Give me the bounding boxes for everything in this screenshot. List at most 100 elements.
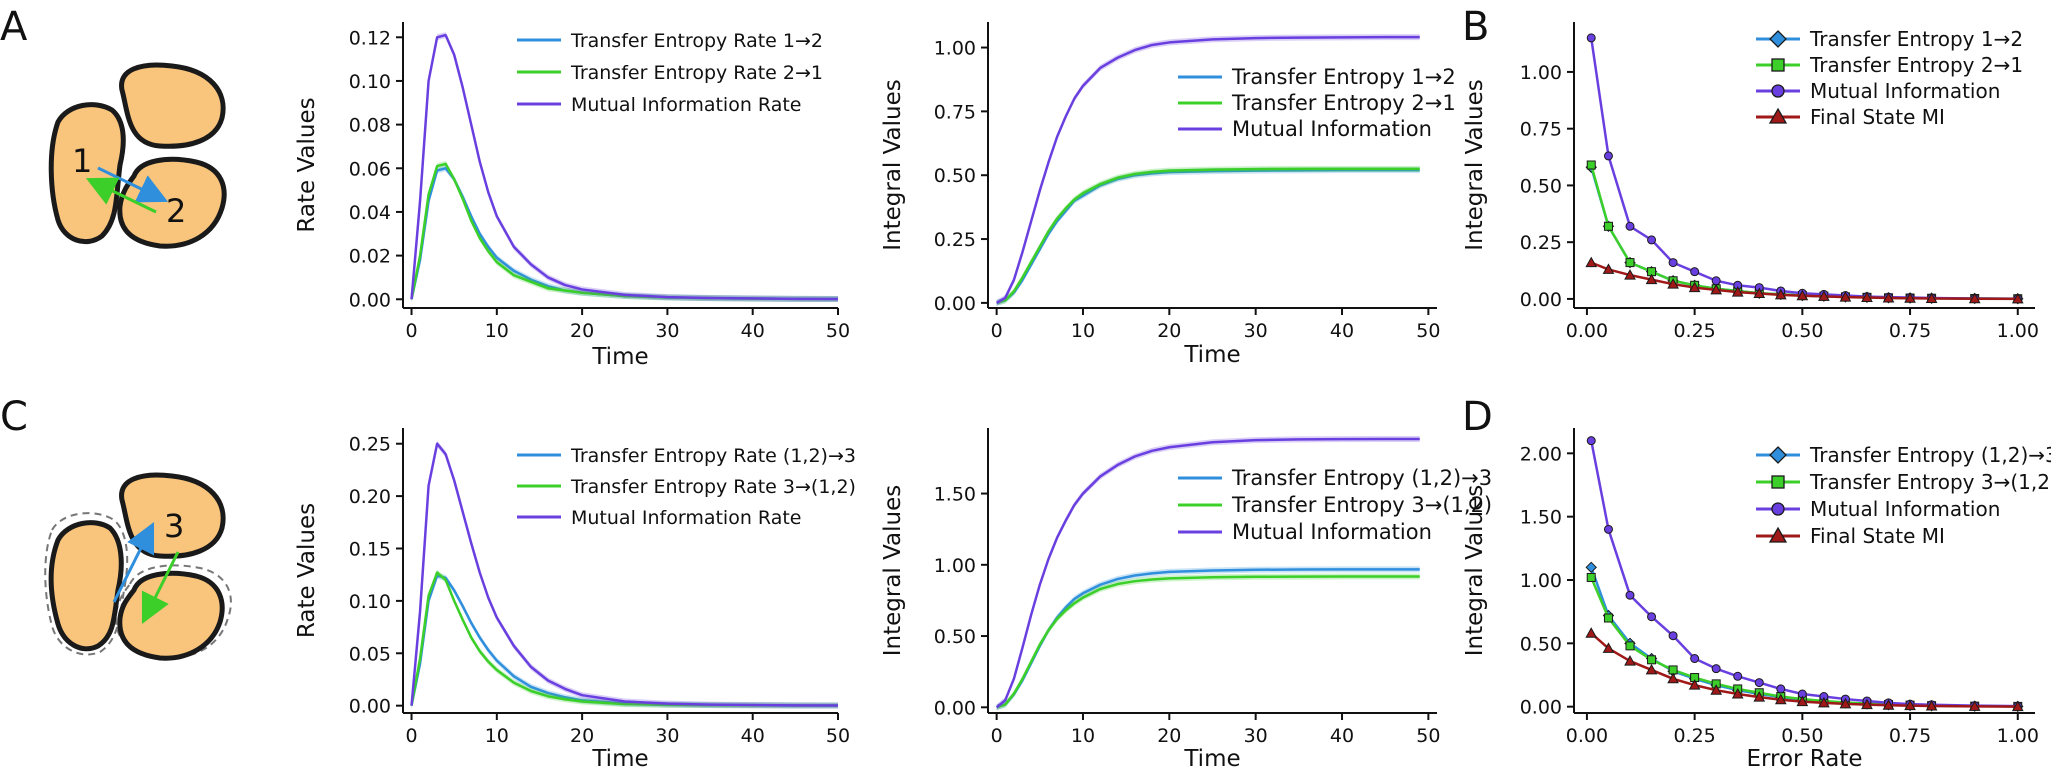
y-tick-label: 0.50 [934, 626, 976, 648]
legend-marker-icon [1769, 446, 1787, 464]
error-chart-top: 0.00 0.25 0.50 0.75 1.00 0.00 0.25 0.50 0.75 1.00… [1462, 22, 2039, 342]
x-tick-label: 0.75 [1889, 725, 1931, 747]
data-point-final-state-mi [1925, 700, 1938, 711]
legend-label: Mutual Information [1810, 497, 2000, 521]
y-tick-label: 1.50 [1520, 507, 1562, 529]
legend-marker-icon [1768, 107, 1788, 124]
legend-label: Transfer Entropy 3→(1,2) [1809, 470, 2051, 494]
x-axis-label: Error Rate [1746, 746, 1862, 771]
error-chart-bottom: 0.00 0.25 0.50 0.75 1.00 0.00 0.50 1.00 1.50 2.00… [1462, 428, 2051, 771]
data-point-final-state-mi [1731, 687, 1744, 699]
x-tick-label: 30 [655, 725, 679, 747]
data-point-mutual-information [1625, 221, 1635, 231]
data-point-mutual-information [1586, 436, 1596, 446]
x-tick-label: 1.00 [1997, 320, 2039, 342]
panel-letter-b: B [1462, 4, 1489, 50]
x-tick-label: 40 [741, 320, 765, 342]
legend-marker-icon [1771, 58, 1785, 72]
legend-label: Transfer Entropy (1,2)→3 [1809, 443, 2051, 467]
data-point-mutual-information [1603, 151, 1613, 161]
data-point-final-state-mi [1818, 696, 1830, 708]
data-point-final-state-mi [1968, 292, 1981, 304]
series-line-mutual-information [995, 35, 1420, 304]
y-tick-label: 0.25 [934, 229, 976, 251]
y-tick-label: 0.50 [1520, 175, 1562, 197]
panel-letter-d: D [1462, 394, 1493, 440]
dashed-outline-right [114, 564, 232, 660]
data-point-final-state-mi [1861, 698, 1873, 710]
legend-label: Transfer Entropy (1,2)→3 [1231, 466, 1492, 490]
y-tick-label: 0.00 [934, 293, 976, 315]
y-tick-label: 0.75 [1520, 119, 1562, 141]
data-point-final-state-mi [1882, 699, 1895, 710]
y-tick-label: 0.25 [1520, 232, 1562, 254]
cell-shape-bottom-right-b [117, 570, 225, 661]
y-axis-label: Rate Values [294, 503, 320, 638]
x-tick-label: 20 [1157, 725, 1181, 747]
arrow-1-to-2 [97, 166, 169, 203]
legend-label: Mutual Information [1810, 79, 2000, 103]
y-tick-label: 0.00 [1520, 289, 1562, 311]
x-tick-label: 0.75 [1889, 320, 1931, 342]
data-point-mutual-information [1586, 33, 1596, 43]
data-point-final-state-mi [1925, 292, 1938, 303]
data-point-final-state-mi [1796, 289, 1809, 301]
data-point-final-state-mi [2011, 700, 2024, 712]
x-tick-label: 0.00 [1566, 725, 1608, 747]
data-point-final-state-mi [1796, 695, 1809, 707]
arrow-12-to-3 [112, 521, 155, 603]
data-point-transfer-entropy-3-to-1-2 [1647, 655, 1657, 665]
x-tick-label: 30 [655, 320, 679, 342]
legend-marker-icon [1769, 30, 1787, 48]
data-point-final-state-mi [1710, 684, 1723, 695]
y-tick-label: 1.00 [934, 555, 976, 577]
data-point-transfer-entropy-2-to-1 [1586, 160, 1596, 170]
cell-shape-top-right [119, 62, 226, 149]
series-line-transfer-entropy-3-to-1-2 [996, 575, 1420, 709]
data-point-final-state-mi [1667, 278, 1679, 289]
y-tick-label: 1.50 [934, 484, 976, 506]
x-tick-label: 0 [991, 725, 1003, 747]
y-tick-label: 0.00 [349, 696, 391, 718]
data-point-transfer-entropy-3-to-1-2 [1603, 613, 1613, 623]
data-point-final-state-mi [1645, 663, 1658, 675]
data-point-transfer-entropy-1-2-to-3 [1585, 561, 1597, 574]
legend-label: Final State MI [1810, 524, 1945, 548]
data-point-mutual-information [1690, 654, 1700, 664]
x-tick-label: 50 [1416, 320, 1440, 342]
arrow-3-to-12 [141, 551, 180, 625]
y-tick-label: 0.20 [349, 486, 391, 508]
x-tick-label: 40 [741, 725, 765, 747]
legend-label: Transfer Entropy 1→2 [1809, 27, 2023, 51]
data-point-final-state-mi [1710, 283, 1723, 295]
legend-label: Mutual Information Rate [571, 94, 801, 116]
legend-label: Mutual Information [1232, 520, 1432, 544]
data-point-mutual-information [1668, 631, 1678, 641]
data-point-transfer-entropy-2-to-1 [1625, 258, 1635, 268]
series-line-transfer-entropy-rate-2-to-1 [410, 162, 839, 301]
data-point-final-state-mi [1904, 292, 1916, 303]
x-tick-label: 0.50 [1781, 725, 1823, 747]
data-point-final-state-mi [1585, 627, 1598, 638]
cell-diagram-bottom: 3 [44, 472, 232, 661]
data-point-final-state-mi [1688, 281, 1701, 293]
series-line-mutual-information-rate [410, 442, 839, 707]
x-tick-label: 0 [991, 320, 1003, 342]
data-point-final-state-mi [1602, 642, 1615, 653]
y-tick-label: 0.50 [1520, 633, 1562, 655]
x-axis-label: Time [1183, 746, 1240, 771]
series-line-transfer-entropy-1-to-2 [996, 168, 1420, 305]
series-band-transfer-entropy-rate-1-to-2 [411, 165, 838, 303]
x-axis-label: Time [591, 746, 648, 771]
data-point-final-state-mi [1968, 700, 1981, 711]
data-point-final-state-mi [1731, 286, 1744, 297]
data-point-final-state-mi [1839, 291, 1852, 302]
x-tick-label: 50 [826, 320, 850, 342]
data-point-final-state-mi [1667, 672, 1679, 684]
x-tick-label: 20 [1157, 320, 1181, 342]
y-tick-label: 0.04 [349, 202, 391, 224]
dashed-outline-left [44, 512, 129, 656]
y-tick-label: 2.00 [1520, 443, 1562, 465]
legend-label: Transfer Entropy Rate 2→1 [570, 62, 823, 84]
data-point-mutual-information [1711, 664, 1721, 674]
